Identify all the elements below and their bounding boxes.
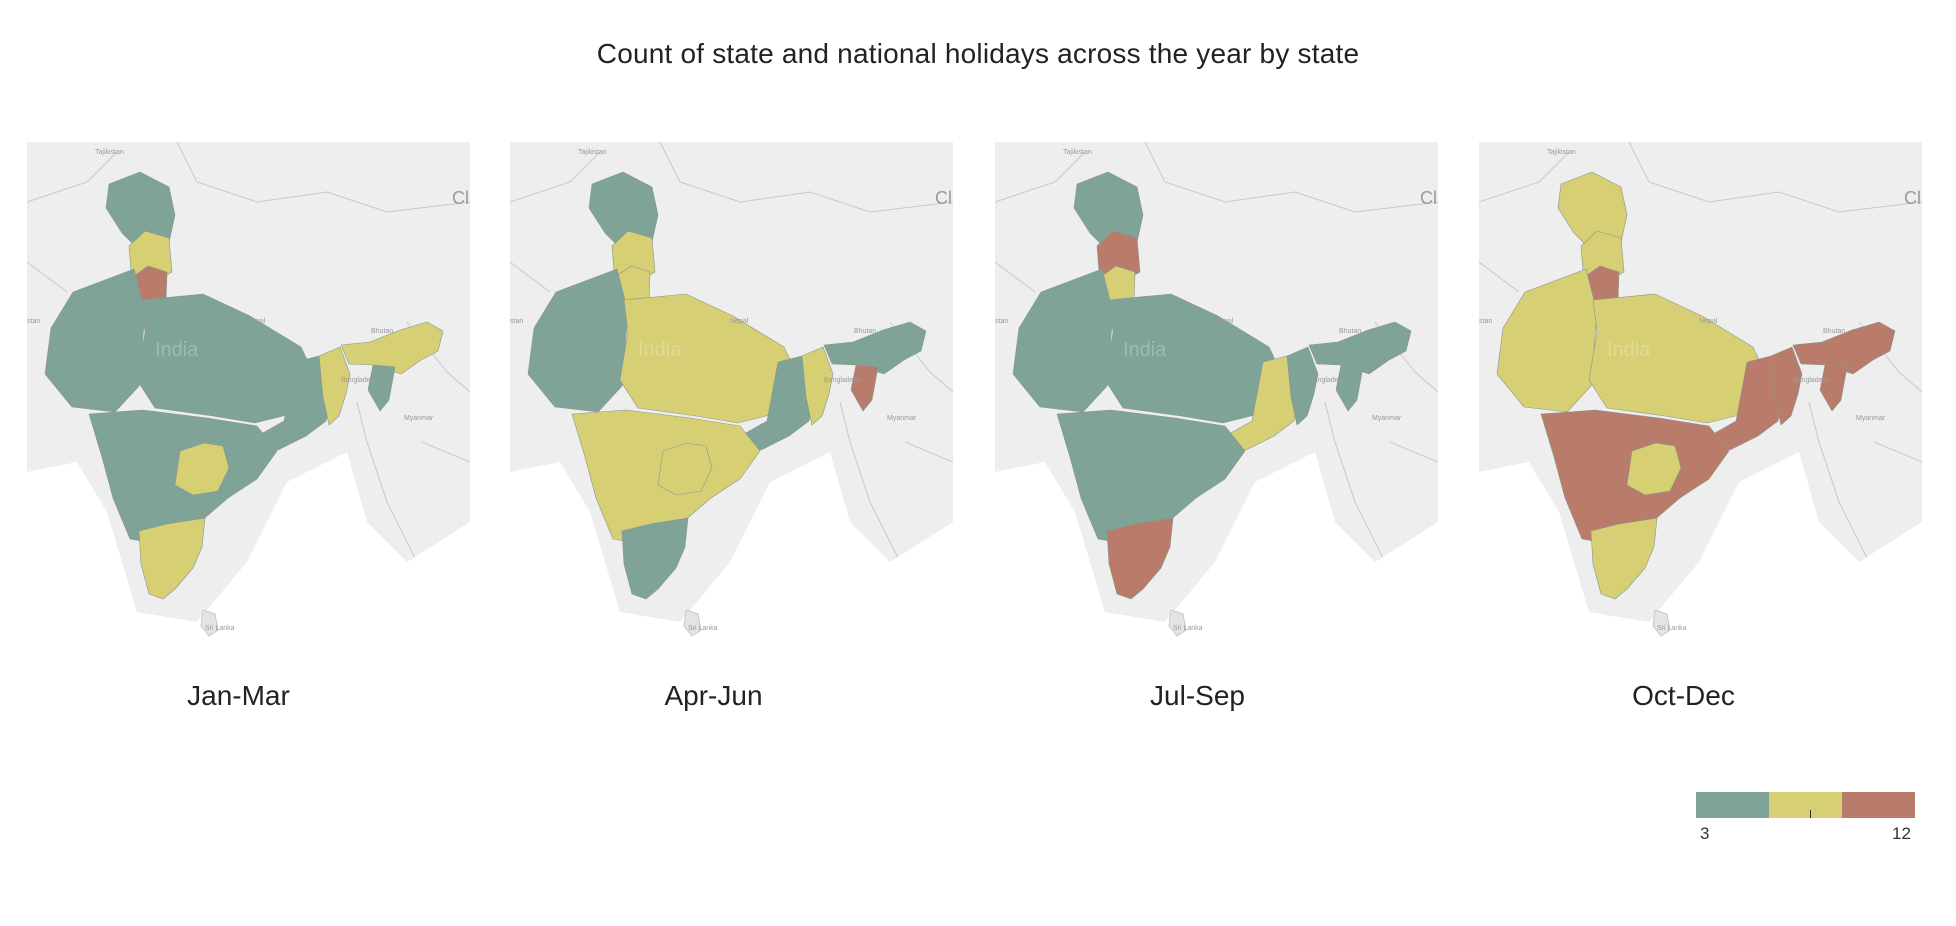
region-westbengal[interactable] bbox=[1286, 346, 1319, 426]
neighbor-label: Myanmar bbox=[1372, 415, 1402, 422]
map-svg: India Tajikistan Nepal Bhutan Bangladesh Myan… bbox=[27, 142, 470, 640]
neighbor-label: Sri Lanka bbox=[1657, 625, 1687, 632]
region-deepsouth[interactable] bbox=[1590, 517, 1658, 600]
neighbor-label: Nepal bbox=[1215, 318, 1234, 325]
legend-swatch-mid bbox=[1769, 792, 1842, 818]
region-deepsouth[interactable] bbox=[138, 517, 206, 600]
panel-label-jul-sep: Jul-Sep bbox=[1150, 680, 1245, 711]
neighbor-borders bbox=[1479, 142, 1922, 563]
map-panel-jan-mar: India Tajikistan Nepal Bhutan Bangladesh Myan… bbox=[27, 142, 470, 640]
region-northeast[interactable] bbox=[1308, 321, 1412, 375]
neighbor-label: Bangladesh bbox=[1793, 377, 1830, 384]
neighbor-label: Sri Lanka bbox=[1173, 625, 1203, 632]
region-northeast2[interactable] bbox=[1819, 364, 1848, 412]
panel-label-oct-dec: Oct-Dec bbox=[1632, 680, 1735, 711]
neighbor-label: Tajikistan bbox=[95, 149, 124, 156]
region-westbengal[interactable] bbox=[801, 346, 834, 426]
region-central[interactable] bbox=[136, 293, 311, 424]
neighbor-label: stan bbox=[1479, 318, 1492, 325]
region-northeast[interactable] bbox=[823, 321, 927, 375]
ocean bbox=[27, 452, 470, 640]
map-canvas[interactable]: India Tajikistan Nepal Bhutan Bangladesh Myan… bbox=[27, 142, 470, 640]
neighbor-label: Tajikistan bbox=[578, 149, 607, 156]
neighbor-label: Sri Lanka bbox=[205, 625, 235, 632]
sri-lanka-landmass bbox=[200, 609, 219, 637]
neighbor-borders bbox=[995, 142, 1438, 563]
neighbor-label: Sri Lanka bbox=[688, 625, 718, 632]
legend-tick bbox=[1810, 810, 1811, 818]
ocean bbox=[510, 452, 953, 640]
map-panel-jul-sep: India Tajikistan Nepal Bhutan Bangladesh Myan… bbox=[995, 142, 1438, 640]
country-label: India bbox=[638, 339, 682, 361]
neighbor-label: Nepal bbox=[730, 318, 749, 325]
neighbor-label: stan bbox=[995, 318, 1008, 325]
region-deepsouth[interactable] bbox=[1106, 517, 1174, 600]
legend-swatch-low bbox=[1696, 792, 1769, 818]
region-telangana[interactable] bbox=[657, 442, 713, 496]
neighbor-borders bbox=[510, 142, 953, 563]
region-telangana[interactable] bbox=[174, 442, 230, 496]
neighbor-label: Cl bbox=[1904, 188, 1921, 208]
legend-swatch-high bbox=[1842, 792, 1915, 818]
region-northeast2[interactable] bbox=[1335, 364, 1364, 412]
map-svg: India Tajikistan Nepal Bhutan Bangladesh Myan… bbox=[510, 142, 953, 640]
panel-label-apr-jun: Apr-Jun bbox=[664, 680, 763, 711]
map-panel-oct-dec: India Tajikistan Nepal Bhutan Bangladesh Myan… bbox=[1479, 142, 1922, 640]
neighbor-label: Bangladesh bbox=[1309, 377, 1346, 384]
country-label: India bbox=[1607, 339, 1651, 361]
region-northeast[interactable] bbox=[1792, 321, 1896, 375]
map-svg: India Tajikistan Nepal Bhutan Bangladesh Myan… bbox=[1479, 142, 1922, 640]
region-central[interactable] bbox=[1588, 293, 1763, 424]
neighbor-label: Myanmar bbox=[404, 415, 434, 422]
sri-lanka-landmass bbox=[1168, 609, 1187, 637]
region-northeast2[interactable] bbox=[367, 364, 396, 412]
region-westbengal[interactable] bbox=[318, 346, 351, 426]
panel-label-jan-mar: Jan-Mar bbox=[187, 680, 290, 711]
neighbor-label: Bangladesh bbox=[824, 377, 861, 384]
ocean bbox=[1479, 452, 1922, 640]
region-northeast2[interactable] bbox=[850, 364, 879, 412]
map-canvas[interactable]: India Tajikistan Nepal Bhutan Bangladesh Myan… bbox=[995, 142, 1438, 640]
map-canvas[interactable]: India Tajikistan Nepal Bhutan Bangladesh Myan… bbox=[1479, 142, 1922, 640]
neighbor-label: Tajikistan bbox=[1063, 149, 1092, 156]
sri-lanka-landmass bbox=[683, 609, 702, 637]
neighbor-label: Nepal bbox=[247, 318, 266, 325]
region-telangana[interactable] bbox=[1142, 442, 1198, 496]
map-canvas[interactable]: India Tajikistan Nepal Bhutan Bangladesh Myan… bbox=[510, 142, 953, 640]
chart-title: Count of state and national holidays acr… bbox=[596, 38, 1360, 69]
region-central[interactable] bbox=[619, 293, 794, 424]
neighbor-label: Bhutan bbox=[1339, 328, 1361, 335]
region-westbengal[interactable] bbox=[1770, 346, 1803, 426]
neighbor-label: Myanmar bbox=[1856, 415, 1886, 422]
neighbor-label: Cl bbox=[935, 188, 952, 208]
region-deepsouth[interactable] bbox=[621, 517, 689, 600]
region-northeast[interactable] bbox=[340, 321, 444, 375]
neighbor-label: stan bbox=[27, 318, 40, 325]
neighbor-label: Cl bbox=[452, 188, 469, 208]
region-central[interactable] bbox=[1104, 293, 1279, 424]
neighbor-label: stan bbox=[510, 318, 523, 325]
region-telangana[interactable] bbox=[1626, 442, 1682, 496]
legend-max-label: 12 bbox=[1892, 824, 1911, 843]
ocean bbox=[995, 452, 1438, 640]
neighbor-label: Tajikistan bbox=[1547, 149, 1576, 156]
neighbor-label: Bhutan bbox=[371, 328, 393, 335]
neighbor-label: Bhutan bbox=[854, 328, 876, 335]
map-panel-apr-jun: India Tajikistan Nepal Bhutan Bangladesh Myan… bbox=[510, 142, 953, 640]
neighbor-label: Bhutan bbox=[1823, 328, 1845, 335]
sri-lanka-landmass bbox=[1652, 609, 1671, 637]
country-label: India bbox=[155, 339, 199, 361]
neighbor-borders bbox=[27, 142, 470, 563]
neighbor-label: Cl bbox=[1420, 188, 1437, 208]
neighbor-label: Myanmar bbox=[887, 415, 917, 422]
map-svg: India Tajikistan Nepal Bhutan Bangladesh Myan… bbox=[995, 142, 1438, 640]
legend-min-label: 3 bbox=[1700, 824, 1710, 843]
neighbor-label: Nepal bbox=[1699, 318, 1718, 325]
neighbor-label: Bangladesh bbox=[341, 377, 378, 384]
country-label: India bbox=[1123, 339, 1167, 361]
